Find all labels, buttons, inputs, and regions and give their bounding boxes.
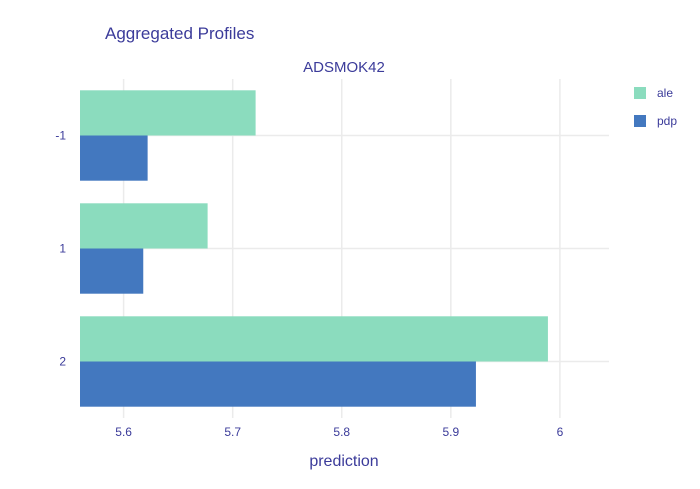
x-tick-label: 5.9 [443,425,460,439]
y-tick-label: 2 [59,355,66,369]
x-tick-label: 5.7 [224,425,241,439]
bar-pdp[interactable] [80,135,148,181]
chart-subtitle: ADSMOK42 [303,59,385,76]
legend[interactable]: ale pdp [634,86,677,128]
y-tick-label: 1 [59,242,66,256]
legend-swatch [634,115,646,127]
bar-pdp[interactable] [80,248,144,294]
x-tick-label: 5.8 [333,425,350,439]
bar-ale[interactable] [80,90,256,136]
legend-label: pdp [657,114,677,128]
legend-label: ale [657,86,673,100]
x-tick-label: 6 [557,425,564,439]
bar-ale[interactable] [80,203,208,249]
bars [80,90,548,407]
y-tick-label: -1 [55,129,66,143]
bar-pdp[interactable] [80,361,476,407]
x-tick-labels: 5.6 5.7 5.8 5.9 6 [115,425,563,439]
chart-title: Aggregated Profiles [105,24,254,43]
legend-item-pdp[interactable]: pdp [634,114,677,128]
x-axis-label: prediction [309,453,378,470]
legend-swatch [634,87,646,99]
x-tick-label: 5.6 [115,425,132,439]
y-tick-labels: -1 1 2 [55,129,66,369]
legend-item-ale[interactable]: ale [634,86,673,100]
bar-ale[interactable] [80,316,548,362]
